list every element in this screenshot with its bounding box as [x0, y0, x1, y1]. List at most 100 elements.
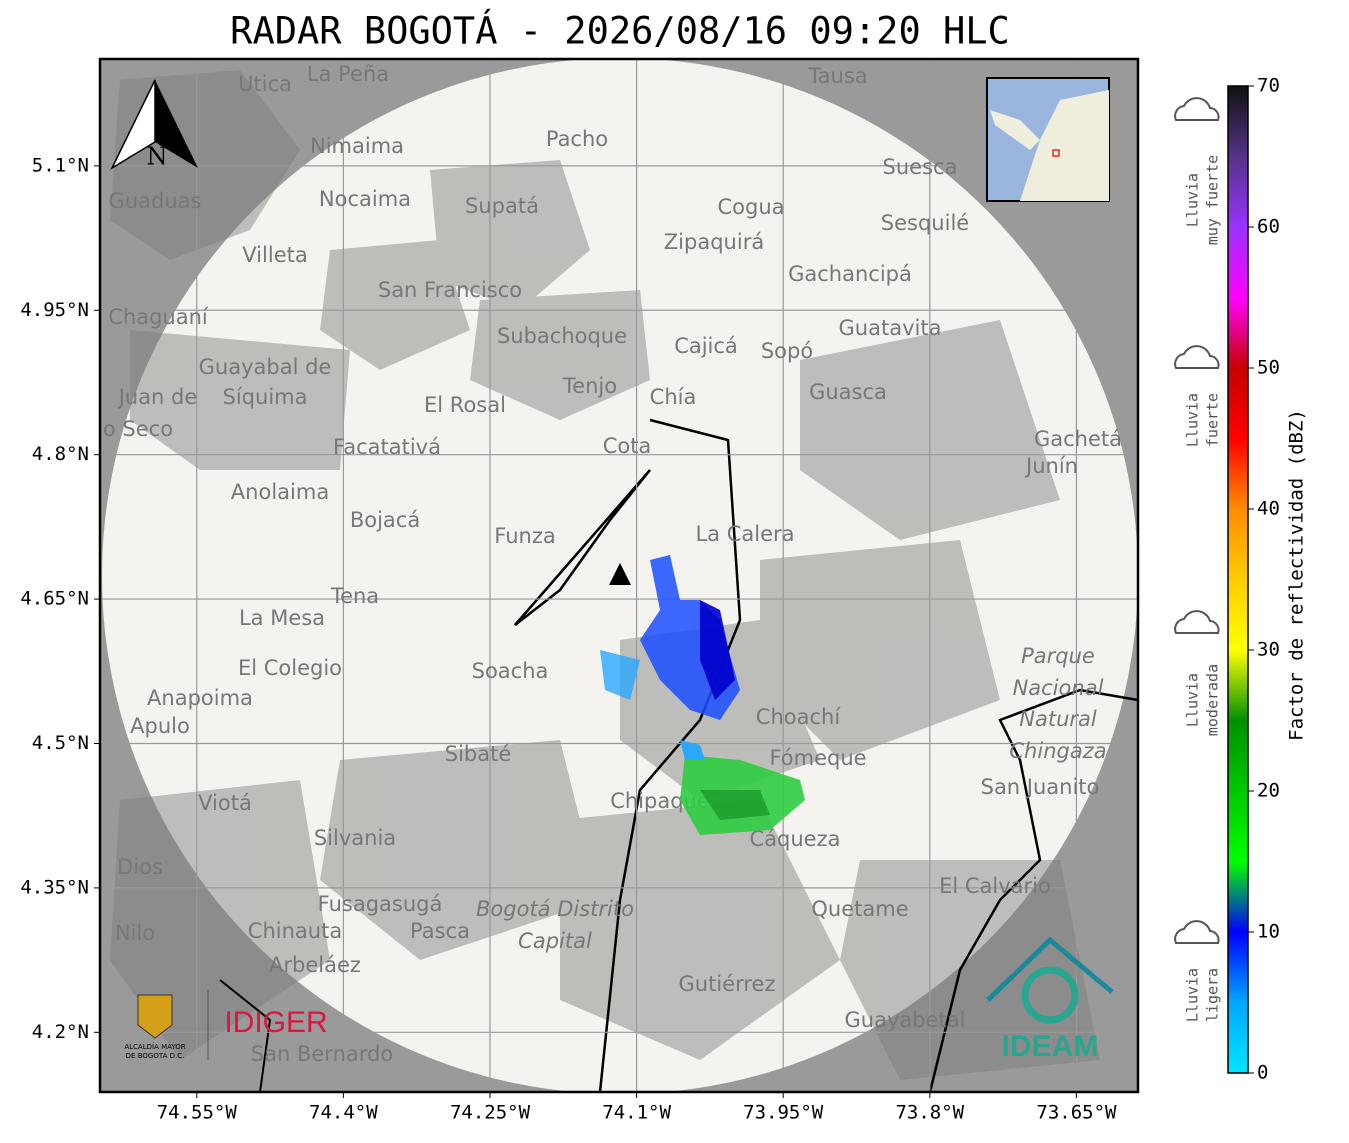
- logo-text: DE BOGOTÁ D.C.: [126, 1051, 185, 1060]
- logo-alcaldia: ALCALDÍA MAYOR DE BOGOTÁ D.C. IDIGER: [124, 990, 328, 1060]
- place-label: Cota: [603, 434, 652, 458]
- y-tick-label: 4.95°N: [20, 299, 89, 321]
- x-tick-label: 74.25°W: [450, 1102, 531, 1124]
- place-label: San Juanito: [981, 775, 1100, 799]
- x-tick-label: 73.65°W: [1036, 1102, 1117, 1124]
- place-label: Guasca: [809, 380, 887, 404]
- rain-icon: [1174, 97, 1220, 121]
- y-tick-label: 4.2°N: [32, 1021, 89, 1043]
- place-label: Suesca: [883, 155, 958, 179]
- rain-level-label: Lluvia: [1184, 393, 1202, 447]
- place-label: o Seco: [103, 417, 173, 441]
- rain-level: Lluvia ligera: [1174, 920, 1222, 1022]
- radar-echo: [700, 790, 770, 820]
- place-label: Fusagasugá: [318, 892, 443, 916]
- map-area: La Peña Utica Tausa Pacho Nimaima Guaduas Noca…: [100, 59, 1138, 1092]
- place-label: Apulo: [130, 714, 190, 738]
- x-tick-label: 74.4°W: [309, 1102, 378, 1124]
- place-label: Nimaima: [310, 134, 404, 158]
- y-tick-label: 4.35°N: [20, 876, 89, 898]
- place-label: Zipaquirá: [664, 230, 764, 254]
- y-tick-label: 5.1°N: [32, 154, 89, 176]
- radar-echoes: [600, 555, 805, 835]
- place-label: Cáqueza: [750, 827, 841, 851]
- rain-level: Lluvia muy fuerte: [1174, 97, 1222, 245]
- rain-icon: [1174, 920, 1220, 944]
- x-tick-label: 73.8°W: [895, 1102, 964, 1124]
- axes: 74.55°W 74.4°W 74.25°W 74.1°W 73.95°W 73.8°W 7…: [20, 154, 1117, 1123]
- place-label: Guaduas: [109, 189, 202, 213]
- place-label: Utica: [238, 72, 292, 96]
- radar-site: [609, 563, 631, 585]
- rain-level-label: moderada: [1204, 664, 1222, 736]
- place-label: Chía: [650, 385, 697, 409]
- colorbar-tick-label: 40: [1257, 498, 1280, 520]
- place-label: Nacional: [1013, 676, 1104, 700]
- rain-level: Lluvia fuerte: [1174, 345, 1222, 447]
- y-tick-label: 4.65°N: [20, 588, 89, 610]
- place-label: Sesquilé: [881, 211, 969, 235]
- rain-icon: [1174, 610, 1220, 634]
- place-label: Supatá: [465, 194, 539, 218]
- place-label: Chingaza: [1009, 739, 1106, 763]
- north-label: N: [147, 143, 168, 171]
- place-label: Bogotá Distrito: [476, 897, 634, 921]
- logo-text: ALCALDÍA MAYOR: [124, 1042, 185, 1051]
- colorbar-tick-label: 30: [1257, 639, 1280, 661]
- rain-icon: [1174, 345, 1220, 369]
- rain-level: Lluvia moderada: [1174, 610, 1222, 736]
- place-label: San Francisco: [378, 278, 522, 302]
- radar-echo: [700, 600, 735, 700]
- colorbar: Factor de reflectividad (dBZ) 0 10 20 30 40 5…: [1174, 75, 1308, 1084]
- place-label: Subachoque: [497, 324, 627, 348]
- rain-level-label: Lluvia: [1184, 673, 1202, 727]
- place-label: Guayabal de: [199, 355, 332, 379]
- place-label: Parque: [1021, 644, 1095, 668]
- colorbar-gradient: [1227, 85, 1249, 1074]
- place-label: El Colegio: [238, 656, 342, 680]
- place-label: Cogua: [717, 195, 784, 219]
- place-label: Soacha: [472, 659, 549, 683]
- colorbar-tick-label: 50: [1257, 357, 1280, 379]
- place-label: Pacho: [546, 127, 608, 151]
- map-frame: [98, 57, 1140, 1094]
- colorbar-label: Factor de reflectividad (dBZ): [1286, 409, 1308, 741]
- place-label: Nilo: [115, 921, 155, 945]
- district-boundary: [514, 418, 742, 1092]
- colorbar-tick-label: 20: [1257, 780, 1280, 802]
- rain-level-label: ligera: [1204, 968, 1222, 1022]
- department-boundary: [219, 979, 272, 1092]
- place-label: Gachetá: [1034, 427, 1122, 451]
- place-label: Villeta: [242, 243, 307, 267]
- place-label: Silvania: [314, 826, 396, 850]
- place-label: Junín: [1024, 454, 1078, 478]
- place-label: Viotá: [198, 791, 252, 815]
- place-label: Anapoima: [147, 686, 253, 710]
- place-label: Guatavita: [839, 316, 942, 340]
- y-tick-label: 4.5°N: [32, 732, 89, 754]
- radar-echo: [680, 740, 705, 760]
- place-label: San Bernardo: [251, 1042, 393, 1066]
- place-label: Gachancipá: [788, 262, 912, 286]
- place-label: Cajicá: [674, 334, 738, 358]
- place-label: Funza: [494, 524, 555, 548]
- place-label: Sibaté: [445, 742, 512, 766]
- place-label: Dios: [117, 855, 163, 879]
- place-label: La Calera: [695, 522, 794, 546]
- colorbar-tick-label: 10: [1257, 921, 1280, 943]
- grid: [100, 59, 1138, 1092]
- place-label: Arbeláez: [269, 953, 361, 977]
- place-label: Capital: [518, 929, 592, 953]
- place-label: Sopó: [761, 339, 813, 363]
- place-label: Tenjo: [562, 374, 617, 398]
- colorbar-tick-label: 70: [1257, 75, 1280, 97]
- place-label: Pasca: [410, 919, 470, 943]
- rain-level-label: Lluvia: [1184, 968, 1202, 1022]
- inset-map: [986, 77, 1110, 202]
- colorbar-tick-label: 0: [1257, 1062, 1268, 1084]
- place-label: La Mesa: [239, 606, 325, 630]
- x-tick-label: 74.55°W: [157, 1102, 238, 1124]
- place-label: Facatativá: [333, 435, 441, 459]
- x-tick-label: 74.1°W: [602, 1102, 671, 1124]
